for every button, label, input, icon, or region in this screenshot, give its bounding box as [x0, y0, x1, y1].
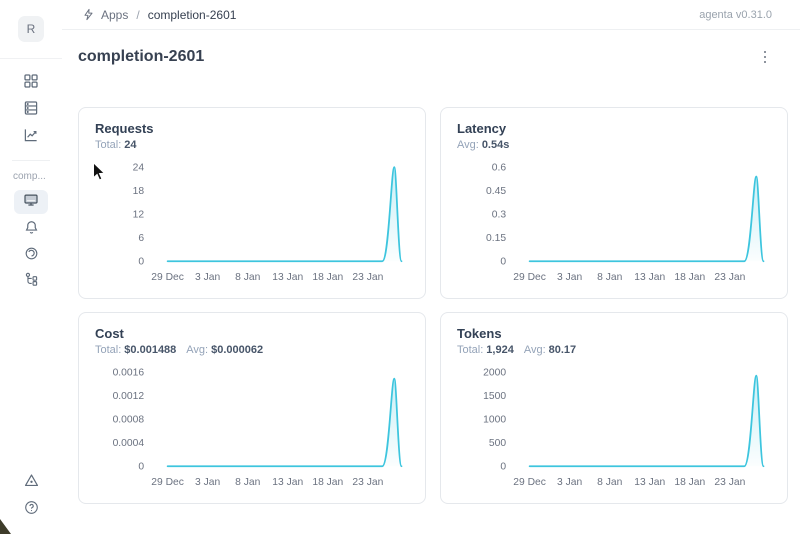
sidebar-item-observability[interactable]: [18, 127, 44, 147]
sidebar-nav-global: [0, 59, 62, 147]
card-title: Requests: [95, 121, 154, 136]
svg-text:3 Jan: 3 Jan: [195, 272, 220, 283]
svg-text:0.6: 0.6: [492, 163, 507, 174]
svg-text:1500: 1500: [483, 391, 506, 402]
monitor-icon: [22, 191, 40, 214]
sidebar-item-evaluations[interactable]: [18, 220, 44, 240]
gauge-icon: [23, 245, 40, 267]
latency-chart: 0 0.15 0.3 0.45 0.6 29 Dec 3 Jan 8 Jan 13 Jan 18 …: [486, 163, 765, 283]
cost-chart: 0 0.0004 0.0008 0.0012 0.0016 29 Dec 3 Jan 8 Ja…: [113, 368, 403, 488]
card-stats: Total: 1,924 Avg: 80.17: [457, 344, 577, 356]
page-title: completion-2601: [78, 48, 205, 65]
breadcrumb-separator: /: [136, 7, 140, 22]
svg-text:1000: 1000: [483, 415, 506, 426]
svg-text:8 Jan: 8 Jan: [235, 477, 260, 488]
breadcrumb-current: completion-2601: [147, 7, 237, 22]
svg-text:0: 0: [138, 257, 144, 268]
tokens-chart: 0 500 1000 1500 2000 29 Dec 3 Jan 8 Jan 13 Jan 18…: [483, 368, 765, 488]
sidebar-nav-app: [0, 190, 62, 292]
grid-icon: [22, 72, 40, 95]
svg-text:18: 18: [133, 186, 145, 197]
svg-text:0.0008: 0.0008: [113, 415, 145, 426]
tree-icon: [23, 271, 40, 293]
requests-chart: 0 6 12 18 24 29 Dec 3 Jan 8 Jan 13 Jan 18 Jan 23 J…: [133, 163, 403, 283]
main-content: completion-2601 Requests Total: 24 0 6 12 18…: [62, 30, 800, 534]
svg-text:29 Dec: 29 Dec: [151, 272, 184, 283]
svg-text:13 Jan: 13 Jan: [634, 477, 665, 488]
screen-corner-artifact: [0, 519, 11, 534]
card-title: Cost: [95, 326, 124, 341]
svg-text:23 Jan: 23 Jan: [714, 477, 745, 488]
sidebar-bottom: [0, 473, 62, 520]
sidebar-divider: [12, 160, 50, 161]
svg-text:18 Jan: 18 Jan: [312, 272, 343, 283]
sidebar-item-overview[interactable]: [14, 190, 48, 214]
svg-text:0.45: 0.45: [486, 186, 506, 197]
svg-text:24: 24: [133, 163, 145, 174]
svg-text:29 Dec: 29 Dec: [513, 272, 546, 283]
sidebar-item-help[interactable]: [18, 500, 44, 520]
svg-text:23 Jan: 23 Jan: [352, 272, 383, 283]
triangle-alert-icon: [23, 472, 40, 494]
app-section-label: comp...: [13, 171, 46, 182]
bell-icon: [23, 219, 40, 241]
svg-text:6: 6: [138, 233, 144, 244]
tokens-card: Tokens Total: 1,924 Avg: 80.17 0 500 1000 1500…: [440, 312, 788, 504]
svg-text:29 Dec: 29 Dec: [513, 477, 546, 488]
svg-text:3 Jan: 3 Jan: [557, 477, 582, 488]
breadcrumb-apps-link[interactable]: Apps: [101, 7, 129, 22]
line-chart-icon: [22, 126, 40, 149]
requests-card: Requests Total: 24 0 6 12 18 24 29 Dec 3 Jan 8 J…: [78, 107, 426, 299]
sidebar: R: [0, 0, 62, 534]
svg-text:13 Jan: 13 Jan: [272, 477, 303, 488]
svg-text:18 Jan: 18 Jan: [312, 477, 343, 488]
sidebar-item-alerts[interactable]: [18, 473, 44, 493]
svg-text:18 Jan: 18 Jan: [674, 477, 705, 488]
sidebar-item-endpoints[interactable]: [18, 272, 44, 292]
table-icon: [22, 99, 40, 122]
app-version-label: agenta v0.31.0: [699, 8, 772, 21]
svg-text:500: 500: [489, 438, 506, 449]
sidebar-item-testsets[interactable]: [18, 100, 44, 120]
svg-text:0.15: 0.15: [486, 233, 506, 244]
svg-text:0.3: 0.3: [492, 210, 507, 221]
svg-text:0: 0: [500, 462, 506, 473]
breadcrumb: Apps / completion-2601: [62, 8, 236, 22]
svg-text:12: 12: [133, 210, 145, 221]
card-stats: Total: 24: [95, 139, 137, 151]
svg-text:23 Jan: 23 Jan: [714, 272, 745, 283]
svg-text:18 Jan: 18 Jan: [674, 272, 705, 283]
card-title: Latency: [457, 121, 507, 136]
svg-text:3 Jan: 3 Jan: [195, 477, 220, 488]
sidebar-item-traces[interactable]: [18, 246, 44, 266]
svg-text:8 Jan: 8 Jan: [235, 272, 260, 283]
svg-text:8 Jan: 8 Jan: [597, 272, 622, 283]
workspace-avatar[interactable]: R: [18, 16, 44, 42]
sidebar-item-apps[interactable]: [18, 73, 44, 93]
card-title: Tokens: [457, 326, 502, 341]
svg-text:8 Jan: 8 Jan: [597, 477, 622, 488]
svg-text:0.0016: 0.0016: [113, 368, 145, 379]
workspace-section: R: [0, 0, 62, 59]
svg-text:13 Jan: 13 Jan: [634, 272, 665, 283]
lightning-icon: [82, 8, 95, 21]
cost-card: Cost Total: $0.001488 Avg: $0.000062 0 0.000…: [78, 312, 426, 504]
svg-text:3 Jan: 3 Jan: [557, 272, 582, 283]
latency-card: Latency Avg: 0.54s 0 0.15 0.3 0.45 0.6 29 Dec 3…: [440, 107, 788, 299]
svg-text:0.0012: 0.0012: [113, 391, 145, 402]
svg-text:0.0004: 0.0004: [113, 438, 145, 449]
metrics-grid: Requests Total: 24 0 6 12 18 24 29 Dec 3 Jan 8 J…: [78, 107, 788, 504]
svg-text:29 Dec: 29 Dec: [151, 477, 184, 488]
card-stats: Avg: 0.54s: [457, 139, 510, 151]
help-icon: [23, 499, 40, 521]
kebab-menu-button[interactable]: [756, 47, 774, 67]
svg-text:2000: 2000: [483, 368, 506, 379]
card-stats: Total: $0.001488 Avg: $0.000062: [95, 344, 264, 356]
top-bar: Apps / completion-2601 agenta v0.31.0: [62, 0, 800, 30]
svg-text:13 Jan: 13 Jan: [272, 272, 303, 283]
svg-text:0: 0: [500, 257, 506, 268]
svg-text:23 Jan: 23 Jan: [352, 477, 383, 488]
svg-text:0: 0: [138, 462, 144, 473]
